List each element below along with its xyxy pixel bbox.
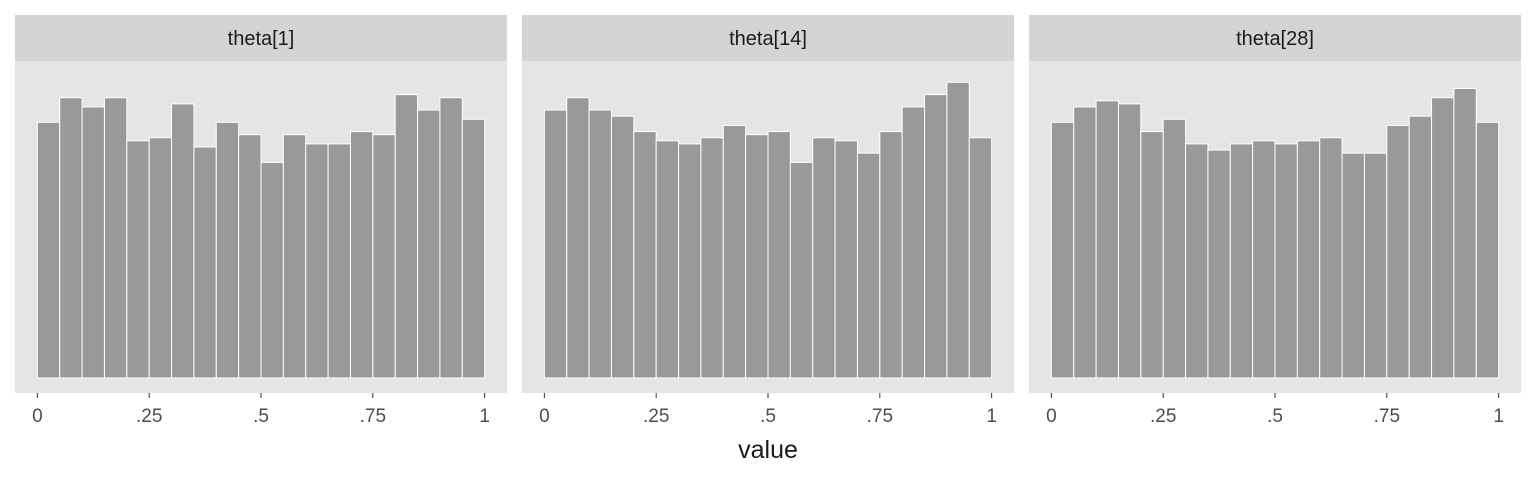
x-tick-label: .5 xyxy=(253,406,269,427)
histogram-bar xyxy=(1319,137,1343,379)
histogram-bar xyxy=(543,109,568,379)
x-tick-label: .5 xyxy=(1267,406,1283,427)
histogram-bar xyxy=(126,140,150,379)
histogram-bar xyxy=(1296,140,1321,379)
histogram-bar xyxy=(678,143,702,379)
facet-panel-1: theta[1] 0 .25 .5 .75 1 xyxy=(15,15,507,427)
histogram-bar xyxy=(879,131,903,379)
histogram-bar xyxy=(812,137,836,379)
x-tick-label: 0 xyxy=(539,406,550,427)
histogram-bar xyxy=(36,121,61,379)
histogram-bar xyxy=(103,97,128,379)
histogram-bar xyxy=(1185,143,1209,379)
x-tick-label: .25 xyxy=(136,406,162,427)
histogram-bar xyxy=(327,143,351,379)
x-tick-label: .5 xyxy=(760,406,776,427)
histogram-bar xyxy=(461,118,486,379)
histogram-bar xyxy=(633,131,657,379)
x-tick-label: .75 xyxy=(867,406,893,427)
histogram-bar xyxy=(1274,143,1298,379)
histogram-bar xyxy=(417,109,441,379)
histogram-bar xyxy=(655,140,680,379)
facet-title: theta[28] xyxy=(1236,28,1314,50)
histogram-bar xyxy=(439,97,463,379)
facet-panel-2: theta[14] 0 .25 .5 .75 1 xyxy=(522,15,1014,427)
histogram-bar xyxy=(789,161,814,379)
histogram-bar xyxy=(700,137,724,379)
histogram-bar xyxy=(722,124,747,379)
histogram-bar xyxy=(946,81,970,379)
x-axis-title: value xyxy=(738,436,798,464)
histogram-bar xyxy=(856,152,881,379)
histogram-bar xyxy=(59,97,83,379)
x-tick-label: .75 xyxy=(1374,406,1400,427)
histogram-bar xyxy=(1453,87,1477,379)
histogram-bar xyxy=(1252,140,1276,379)
histogram-bar xyxy=(372,134,396,379)
histogram-bar xyxy=(238,134,262,379)
histogram-bar xyxy=(1431,97,1455,379)
facet-title: theta[14] xyxy=(729,28,807,50)
x-tick-label: 1 xyxy=(1493,406,1504,427)
histogram-bar xyxy=(1095,100,1119,379)
histogram-bar xyxy=(745,134,769,379)
histogram-bar xyxy=(1162,118,1187,379)
histogram-bar xyxy=(1207,149,1231,379)
histogram-bar xyxy=(1408,115,1433,379)
x-tick-label: 1 xyxy=(479,406,490,427)
x-tick-label: 1 xyxy=(986,406,997,427)
histogram-bar xyxy=(282,134,307,379)
x-tick-label: .75 xyxy=(360,406,386,427)
histogram-bar xyxy=(81,106,105,379)
histogram-bar xyxy=(588,109,612,379)
facet-title: theta[1] xyxy=(228,28,295,50)
histogram-bar xyxy=(1229,143,1254,379)
histogram-bar xyxy=(349,131,374,379)
facet-strip xyxy=(522,15,1014,61)
histogram-bar xyxy=(566,97,590,379)
histogram-bar xyxy=(1073,106,1097,379)
histogram-bar xyxy=(148,137,173,379)
histogram-bar xyxy=(968,137,993,379)
histogram-bar xyxy=(1475,121,1500,379)
histogram-bar xyxy=(767,131,791,379)
histogram-bar xyxy=(171,103,195,379)
histogram-bar xyxy=(924,94,948,379)
histogram-bar xyxy=(394,94,419,379)
histogram-bar xyxy=(215,121,240,379)
histogram-bar xyxy=(610,115,635,379)
histogram-bar xyxy=(260,161,284,379)
facet-strip xyxy=(1029,15,1521,61)
histogram-bar xyxy=(1386,124,1410,379)
histogram-bar xyxy=(1050,121,1075,379)
x-tick-label: .25 xyxy=(1150,406,1176,427)
histogram-bar xyxy=(193,146,217,379)
x-tick-label: 0 xyxy=(32,406,43,427)
histogram-bar xyxy=(1140,131,1164,379)
histogram-bar xyxy=(1117,103,1142,379)
histogram-bar xyxy=(901,106,926,379)
histogram-bar xyxy=(305,143,329,379)
histogram-bar xyxy=(1363,152,1388,379)
facet-strip xyxy=(15,15,507,61)
facet-panel-3: theta[28] 0 .25 .5 .75 1 xyxy=(1029,15,1521,427)
histogram-bar xyxy=(1341,152,1365,379)
x-tick-label: 0 xyxy=(1046,406,1057,427)
histogram-bar xyxy=(834,140,858,379)
x-tick-label: .25 xyxy=(643,406,669,427)
